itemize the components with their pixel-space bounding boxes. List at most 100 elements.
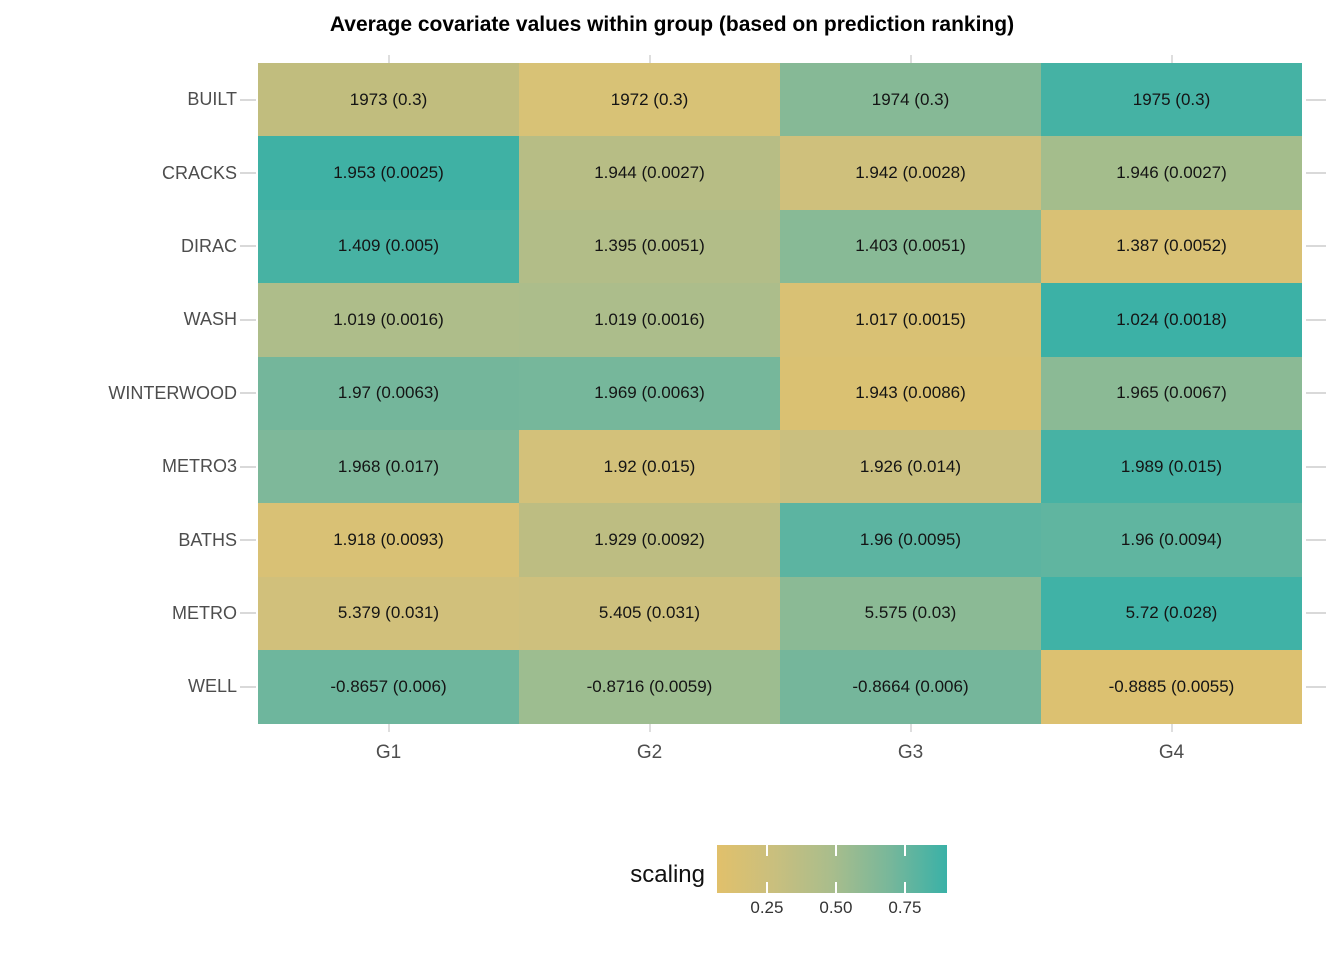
- legend-gradient-bar: [717, 845, 947, 893]
- legend-title: scaling: [630, 861, 705, 888]
- legend-tick: [765, 882, 768, 893]
- row-label: WELL: [187, 676, 237, 697]
- axis-tick-bottom: [387, 724, 390, 732]
- axis-tick-left-area: [237, 136, 258, 209]
- heatmap-cell: 1.989 (0.015): [1041, 429, 1302, 504]
- axis-tick-left: [240, 98, 256, 101]
- axis-tick-left: [240, 318, 256, 321]
- axis-tick-left: [240, 685, 256, 688]
- axis-tick-left: [240, 392, 256, 395]
- heatmap-cell: 1.96 (0.0094): [1041, 503, 1302, 577]
- axis-tick-right: [1306, 392, 1326, 395]
- heatmap-cell: 1.918 (0.0093): [258, 503, 519, 577]
- heatmap-cell: 1.969 (0.0063): [519, 356, 780, 430]
- heatmap-cell: 5.379 (0.031): [258, 576, 519, 651]
- axis-tick-right-area: [1302, 503, 1334, 576]
- legend-tick-label: 0.50: [819, 898, 853, 917]
- chart-title: Average covariate values within group (b…: [329, 13, 1015, 36]
- legend-tick-label: 0.25: [750, 898, 784, 917]
- row-label: WINTERWOOD: [108, 382, 237, 403]
- heatmap-cell: 1975 (0.3): [1041, 63, 1302, 137]
- heatmap-cell: 5.575 (0.03): [780, 576, 1041, 651]
- heatmap-cell: -0.8664 (0.006): [780, 650, 1041, 724]
- row-label: METRO3: [161, 456, 237, 477]
- legend-tick: [903, 882, 906, 893]
- axis-tick-right: [1306, 245, 1326, 248]
- heatmap-cell: 5.405 (0.031): [519, 576, 780, 651]
- heatmap-row: METRO 5.379 (0.031) 5.405 (0.031) 5.575 (0.…: [0, 576, 1334, 651]
- axis-tick-left: [240, 612, 256, 615]
- axis-tick-left-area: [237, 650, 258, 723]
- axis-tick-top: [387, 55, 390, 63]
- legend-tick: [765, 845, 768, 856]
- heatmap-cell: 1.946 (0.0027): [1041, 136, 1302, 210]
- heatmap-cell: 1.968 (0.017): [258, 429, 519, 504]
- heatmap-cell: 5.72 (0.028): [1041, 576, 1302, 651]
- heatmap-cell: 1974 (0.3): [780, 63, 1041, 137]
- x-axis-label: G3: [897, 742, 924, 763]
- axis-tick-left-area: [237, 357, 258, 430]
- heatmap-grid: BUILT 1973 (0.3) 1972 (0.3) 1974 (0.3) 1975 …: [0, 63, 1334, 724]
- axis-tick-bottom: [909, 724, 912, 732]
- x-axis-label: G2: [636, 742, 663, 763]
- axis-tick-right-area: [1302, 357, 1334, 430]
- heatmap-row: DIRAC 1.409 (0.005) 1.395 (0.0051) 1.403 (0…: [0, 209, 1334, 284]
- heatmap-cell: 1.96 (0.0095): [780, 503, 1041, 577]
- heatmap-cell: 1.403 (0.0051): [780, 209, 1041, 284]
- heatmap-cell: 1973 (0.3): [258, 63, 519, 137]
- row-label: DIRAC: [180, 235, 237, 256]
- heatmap-cell: 1.395 (0.0051): [519, 209, 780, 284]
- row-label: BUILT: [187, 89, 237, 110]
- heatmap-row: BATHS 1.918 (0.0093) 1.929 (0.0092) 1.96 (0…: [0, 503, 1334, 577]
- heatmap-cell: 1.926 (0.014): [780, 429, 1041, 504]
- axis-tick-right-area: [1302, 63, 1334, 136]
- axis-tick-right: [1306, 612, 1326, 615]
- axis-tick-left-area: [237, 283, 258, 356]
- heatmap-cell: 1.953 (0.0025): [258, 136, 519, 210]
- row-label: METRO: [172, 602, 237, 623]
- heatmap-cell: 1.024 (0.0018): [1041, 283, 1302, 357]
- heatmap-cell: 1.965 (0.0067): [1041, 356, 1302, 430]
- axis-tick-right: [1306, 465, 1326, 468]
- heatmap-cell: 1.409 (0.005): [258, 209, 519, 284]
- x-axis-label: G4: [1158, 742, 1185, 763]
- heatmap-cell: 1.92 (0.015): [519, 429, 780, 504]
- heatmap-cell: -0.8885 (0.0055): [1041, 650, 1302, 724]
- heatmap-cell: 1.017 (0.0015): [780, 283, 1041, 357]
- axis-tick-bottom: [1170, 724, 1173, 732]
- heatmap-row: WELL -0.8657 (0.006) -0.8716 (0.0059) -0.86…: [0, 650, 1334, 724]
- heatmap-row: BUILT 1973 (0.3) 1972 (0.3) 1974 (0.3) 1975 …: [0, 63, 1334, 137]
- axis-tick-top: [1170, 55, 1173, 63]
- heatmap-cell: 1.943 (0.0086): [780, 356, 1041, 430]
- legend-tick: [903, 845, 906, 856]
- legend-tick: [834, 882, 837, 893]
- axis-tick-left: [240, 172, 256, 175]
- heatmap-cell: 1.942 (0.0028): [780, 136, 1041, 210]
- heatmap-row: WASH 1.019 (0.0016) 1.019 (0.0016) 1.017 (0…: [0, 283, 1334, 357]
- axis-tick-right-area: [1302, 210, 1334, 283]
- axis-tick-right-area: [1302, 136, 1334, 209]
- axis-tick-right-area: [1302, 283, 1334, 356]
- legend-tick: [834, 845, 837, 856]
- heatmap-cell: 1.019 (0.0016): [258, 283, 519, 357]
- axis-tick-right: [1306, 98, 1326, 101]
- heatmap-row: METRO3 1.968 (0.017) 1.92 (0.015) 1.926 (0.…: [0, 429, 1334, 504]
- heatmap-cell: 1.97 (0.0063): [258, 356, 519, 430]
- axis-tick-left-area: [237, 430, 258, 503]
- axis-tick-left: [240, 245, 256, 248]
- legend-tick-label: 0.75: [888, 898, 922, 917]
- heatmap-cell: 1.019 (0.0016): [519, 283, 780, 357]
- axis-tick-right: [1306, 539, 1326, 542]
- x-axis-label: G1: [375, 742, 402, 763]
- axis-tick-right-area: [1302, 430, 1334, 503]
- row-label: CRACKS: [161, 162, 237, 183]
- heatmap-cell: 1.929 (0.0092): [519, 503, 780, 577]
- axis-tick-right-area: [1302, 650, 1334, 723]
- axis-tick-left: [240, 465, 256, 468]
- row-label: WASH: [183, 309, 237, 330]
- axis-tick-left-area: [237, 210, 258, 283]
- axis-tick-left-area: [237, 63, 258, 136]
- axis-tick-top: [648, 55, 651, 63]
- axis-tick-left: [240, 539, 256, 542]
- axis-tick-right: [1306, 318, 1326, 321]
